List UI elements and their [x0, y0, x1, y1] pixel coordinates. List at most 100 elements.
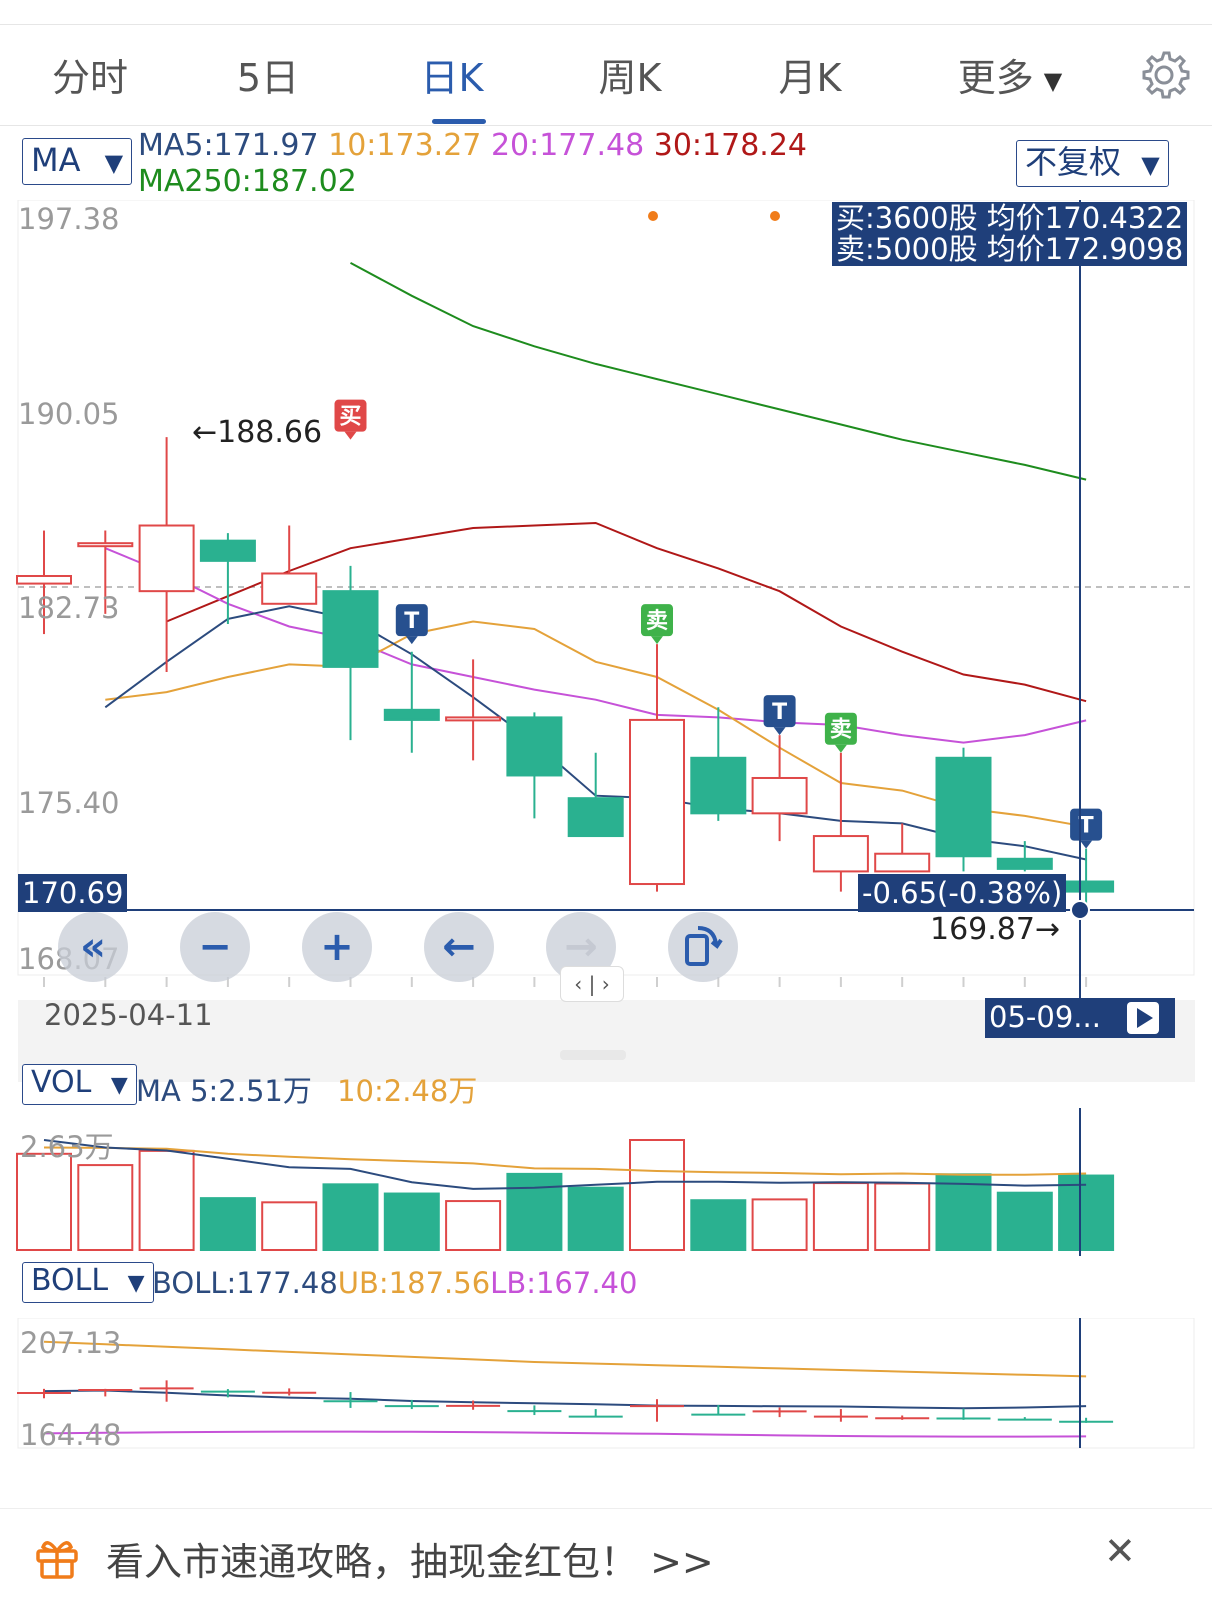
scroll-left-button[interactable]: ← — [424, 912, 494, 982]
plus-icon: + — [320, 924, 354, 970]
ma-legend: MA5:171.97 10:173.27 20:177.48 30:178.24 — [138, 128, 807, 163]
candlestick-chart[interactable]: 买 T 卖 T 卖 T — [0, 200, 1212, 1000]
volume-bar — [935, 1173, 992, 1252]
rotate-landscape-button[interactable] — [668, 912, 738, 982]
vol-selector-label: VOL — [31, 1065, 92, 1100]
ma-indicator-selector[interactable]: MA ▼ — [22, 138, 133, 185]
boll-chart[interactable] — [0, 1318, 1212, 1450]
candle-body — [199, 539, 256, 562]
chart-resize-handle[interactable]: ‹ | › — [560, 966, 624, 1002]
signal-label: 卖 — [646, 608, 668, 634]
signal-label: 卖 — [830, 717, 852, 743]
chevron-down-icon: ▼ — [110, 1073, 128, 1098]
volume-bar — [1058, 1174, 1115, 1252]
ma10-line — [105, 620, 1087, 828]
boll-ub-value: UB:187.56 — [337, 1266, 491, 1300]
volume-bar — [751, 1198, 808, 1251]
jump-start-button[interactable]: « — [58, 912, 128, 982]
candle-body — [751, 776, 808, 815]
play-icon[interactable] — [1127, 1002, 1159, 1034]
gift-icon — [36, 1541, 78, 1579]
change-label: -0.65(-0.38%) — [858, 874, 1067, 912]
period-tab-bar: 分时 5日 日K 周K 月K 更多 ▼ — [0, 24, 1212, 126]
price-tick: 197.38 — [18, 202, 120, 236]
candle-body — [567, 797, 624, 838]
tab-more[interactable]: 更多 ▼ — [930, 47, 1090, 102]
candle-body — [996, 857, 1053, 870]
tab-daily-k[interactable]: 日K — [420, 56, 484, 100]
candle-body — [935, 756, 992, 858]
ma20-value: 20:177.48 — [490, 128, 645, 163]
tab-intraday[interactable]: 分时 — [51, 56, 128, 100]
tab-weekly-k[interactable]: 周K — [598, 56, 662, 100]
volume-bar — [322, 1183, 379, 1251]
arrow-left-icon: ← — [442, 924, 476, 970]
chevron-down-icon: ▼ — [1141, 151, 1160, 179]
boll-indicator-selector[interactable]: BOLL ▼ — [22, 1262, 154, 1303]
signal-marker — [824, 712, 857, 745]
boll-lower-line — [43, 1430, 1087, 1438]
tab-more-label: 更多 — [957, 56, 1034, 100]
candle-body — [690, 756, 747, 815]
end-date-text: 05-09... — [989, 1000, 1101, 1034]
boll-band-lines — [43, 1340, 1087, 1438]
signal-label: 买 — [339, 405, 361, 430]
boll-selector-label: BOLL — [31, 1263, 109, 1298]
tab-monthly-k[interactable]: 月K — [778, 56, 842, 100]
signal-marker — [641, 604, 673, 637]
zoom-out-button[interactable]: − — [180, 912, 250, 982]
active-tab-indicator — [432, 119, 486, 124]
code-brackets-icon: ‹ | › — [574, 972, 610, 996]
tab-5day[interactable]: 5日 — [236, 56, 300, 100]
trade-sell-info: 卖:5000股 均价172.9098 — [836, 232, 1184, 266]
boll-legend: BOLL:177.48UB:187.56LB:167.40 — [152, 1266, 637, 1300]
candles-group — [16, 437, 1115, 905]
volume-bar — [874, 1182, 931, 1251]
signal-marker — [1070, 808, 1103, 841]
ma5-value: MA5:171.97 — [138, 128, 319, 163]
minus-icon: − — [198, 924, 232, 970]
trade-buy-info: 买:3600股 均价170.4322 — [836, 201, 1184, 235]
volume-chart[interactable] — [0, 1108, 1212, 1256]
start-date-label: 2025-04-11 — [44, 998, 213, 1032]
adjust-selector[interactable]: 不复权 ▼ — [1016, 140, 1169, 187]
volume-bars — [16, 1139, 1115, 1252]
crosshair-dot — [1070, 900, 1090, 920]
candle-body — [445, 716, 502, 722]
candle-body — [812, 835, 869, 873]
candle-body — [138, 524, 195, 593]
signal-label: T — [1079, 814, 1094, 839]
boll-mid-value: BOLL:177.48 — [152, 1266, 338, 1300]
event-dot — [770, 211, 780, 221]
signal-marker — [334, 399, 367, 432]
signal-label: T — [772, 700, 787, 725]
gear-icon[interactable] — [1138, 49, 1190, 101]
date-strip[interactable]: 2025-04-11 — [18, 1000, 1195, 1082]
ma10-value: 10:173.27 — [328, 128, 482, 163]
close-icon[interactable]: ✕ — [1104, 1529, 1136, 1573]
low-price-label: 169.87→ — [930, 912, 1061, 947]
boll-tick: 207.13 — [20, 1326, 122, 1360]
zoom-in-button[interactable]: + — [302, 912, 372, 982]
arrow-right-icon: → — [564, 924, 598, 970]
candle-body — [1058, 880, 1115, 893]
double-chevron-left-icon: « — [80, 924, 106, 970]
volume-ma10-line — [43, 1146, 1087, 1176]
boll-frame — [17, 1318, 1195, 1449]
vol-indicator-selector[interactable]: VOL ▼ — [22, 1064, 137, 1105]
panel-drag-handle[interactable] — [560, 1050, 626, 1060]
volume-bar — [812, 1182, 869, 1251]
signal-pointer — [773, 727, 786, 736]
signal-marker — [763, 695, 796, 728]
signal-pointer — [834, 744, 847, 753]
volume-bar — [445, 1200, 502, 1252]
volume-bar — [383, 1192, 440, 1252]
chevron-down-icon: ▼ — [104, 149, 124, 177]
signal-label: T — [404, 609, 419, 634]
signal-pointer — [344, 431, 357, 440]
volume-bar — [690, 1199, 747, 1252]
promo-banner[interactable]: 看入市速通攻略，抽现金红包！ >> ✕ — [0, 1508, 1212, 1608]
ma20-line — [104, 547, 1087, 744]
price-tick: 190.05 — [18, 397, 120, 431]
candle-body — [383, 708, 440, 721]
